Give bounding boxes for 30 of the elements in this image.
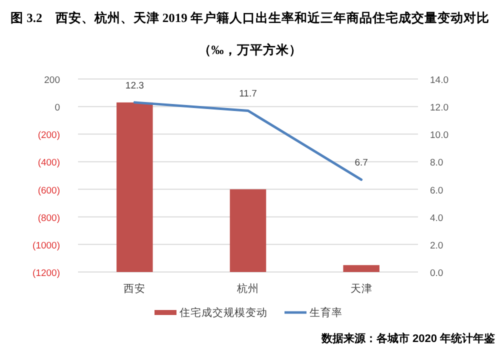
y2-tick-label: 0.0 [430, 268, 444, 279]
y2-tick-label: 6.0 [430, 185, 444, 196]
y-tick-label: (200) [38, 130, 60, 142]
bar [343, 265, 380, 272]
bar [116, 102, 153, 272]
y2-tick-label: 2.0 [430, 240, 444, 252]
chart-subtitle: （‰，万平方米） [198, 42, 302, 57]
bar [230, 189, 266, 272]
data-label: 12.3 [125, 80, 144, 92]
legend-label: 住宅成交规模变动 [180, 306, 268, 319]
y2-tick-label: 10.0 [430, 130, 448, 142]
x-tick-label: 杭州 [236, 282, 259, 295]
x-tick-label: 天津 [350, 282, 372, 295]
y-tick-label: 0 [54, 102, 60, 114]
y2-tick-label: 12.0 [430, 102, 448, 114]
y2-tick-label: 8.0 [430, 158, 444, 169]
y2-tick-label: 14.0 [430, 75, 448, 86]
source-note: 数据来源：各城市 2020 年统计年鉴 [320, 332, 495, 345]
y-tick-label: (800) [38, 212, 60, 224]
y2-tick-label: 4.0 [430, 212, 444, 224]
legend-label: 生育率 [310, 306, 342, 319]
y-tick-label: 200 [44, 75, 60, 86]
y-tick-label: (1000) [32, 240, 60, 252]
data-label: 11.7 [239, 88, 257, 100]
y-tick-label: (1200) [32, 268, 60, 279]
data-label: 6.7 [354, 158, 368, 169]
y-tick-label: (400) [38, 158, 60, 169]
chart-title: 图 3.2 西安、杭州、天津 2019 年户籍人口出生率和近三年商品住宅成交量变动对比 [10, 10, 490, 25]
y-tick-label: (600) [38, 185, 60, 196]
x-tick-label: 西安 [124, 282, 146, 295]
